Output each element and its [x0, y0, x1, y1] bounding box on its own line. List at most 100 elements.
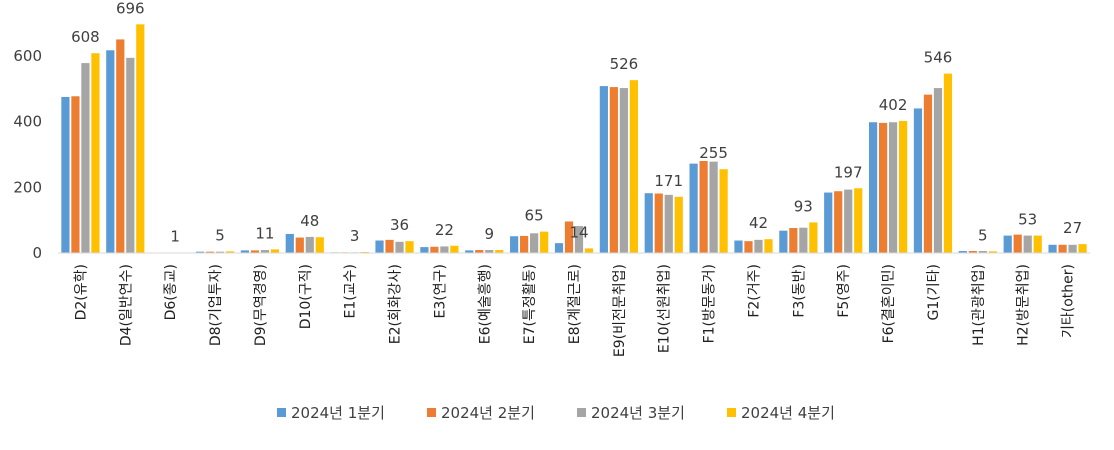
bar-series3-cat13 [619, 88, 628, 253]
legend-label: 2024년 4분기 [741, 404, 835, 422]
bar-series2-cat23 [1058, 244, 1067, 253]
bar-series4-cat14 [674, 196, 683, 253]
data-label: 9 [485, 225, 495, 243]
bar-series4-cat12 [584, 248, 594, 253]
category-label: D6(종교) [163, 264, 179, 320]
category-label: H2(방문취업) [1016, 264, 1032, 346]
data-label: 1 [170, 228, 180, 246]
data-label: 171 [654, 172, 683, 190]
bar-series2-cat13 [609, 87, 618, 253]
bar-series1-cat9 [420, 247, 429, 253]
bar-series2-cat12 [564, 221, 574, 253]
bar-series3-cat1 [81, 63, 90, 254]
bar-series4-cat19 [898, 120, 908, 253]
data-label: 197 [834, 163, 863, 181]
bar-series3-cat23 [1068, 244, 1077, 253]
bar-series4-cat1 [91, 53, 100, 254]
legend-label: 2024년 3분기 [591, 404, 685, 422]
bar-series2-cat4 [205, 251, 215, 253]
bar-series2-cat21 [968, 251, 977, 253]
bar-series3-cat18 [844, 189, 853, 253]
bar-series4-cat17 [809, 222, 818, 253]
bar-series2-cat8 [385, 239, 394, 253]
bar-series2-cat18 [834, 191, 843, 253]
bar-series2-cat15 [699, 161, 708, 253]
data-label: 22 [435, 221, 454, 239]
bar-series3-cat19 [888, 122, 898, 253]
data-labels: 608 696 1 5 11 48 3 36 22 9 65 14 526 171 255 42 93 197 40… [71, 0, 1082, 246]
bar-series2-cat11 [520, 235, 529, 253]
bar-series3-cat22 [1023, 235, 1032, 253]
bar-series1-cat12 [554, 243, 564, 253]
bar-series2-cat19 [878, 122, 888, 253]
category-label: E9(비전문취업) [612, 264, 628, 357]
bar-series4-cat9 [450, 245, 459, 253]
category-label: 기타(other) [1061, 264, 1077, 338]
category-label: F2(거주) [747, 264, 763, 318]
bar-series4-cat6 [315, 237, 324, 253]
bar-series4-cat16 [764, 239, 773, 253]
bar-series3-cat6 [305, 236, 314, 253]
data-label: 48 [300, 212, 319, 230]
data-label: 526 [610, 55, 639, 73]
bar-series4-cat2 [136, 24, 145, 254]
bar-series1-cat23 [1048, 244, 1057, 253]
y-axis-ticks: 0 200 400 600 [13, 47, 42, 262]
bar-series4-cat4 [225, 251, 235, 253]
legend-label: 2024년 2분기 [441, 404, 535, 422]
bar-series1-cat2 [106, 50, 115, 253]
bar-series3-cat11 [530, 233, 539, 253]
bar-series3-cat17 [799, 227, 808, 253]
bar-series2-cat10 [475, 250, 484, 253]
bar-series1-cat21 [958, 251, 967, 253]
bar-series4-cat11 [540, 231, 549, 253]
bar-series4-cat13 [629, 80, 638, 253]
category-label: H1(관광취업) [971, 264, 987, 346]
bar-series1-cat17 [779, 230, 788, 253]
y-tick-label: 200 [13, 178, 42, 196]
y-tick-label: 0 [32, 244, 42, 262]
bar-series2-cat9 [430, 246, 439, 253]
bar-series3-cat16 [754, 239, 763, 253]
data-label: 53 [1018, 211, 1037, 229]
bars-layer [61, 24, 1087, 254]
bar-series3-cat10 [485, 250, 494, 253]
data-label: 546 [924, 49, 953, 67]
bar-series2-cat14 [654, 193, 663, 253]
category-label: F1(방문동거) [702, 264, 718, 343]
bar-series2-cat1 [71, 96, 80, 254]
category-label: E10(선원취업) [657, 264, 673, 353]
bar-series4-cat20 [943, 73, 953, 253]
data-label: 36 [390, 216, 409, 234]
category-label: E7(특정활동) [522, 264, 538, 344]
bar-series3-cat20 [933, 88, 943, 253]
category-label: F6(결혼이민) [881, 264, 897, 343]
legend-swatch [277, 408, 286, 417]
category-label: E1(교수) [343, 264, 359, 318]
legend-label: 2024년 1분기 [291, 404, 385, 422]
bar-series4-cat10 [495, 250, 504, 253]
legend-swatch [427, 408, 436, 417]
data-label: 93 [794, 197, 813, 215]
category-label: G1(기타) [926, 264, 942, 320]
bar-series1-cat14 [644, 193, 653, 253]
category-label: F5(영주) [836, 264, 852, 318]
bar-series2-cat17 [789, 228, 798, 253]
bar-series1-cat4 [195, 251, 205, 253]
bar-series1-cat13 [599, 86, 608, 253]
category-label: D4(일반연수) [118, 264, 134, 346]
y-tick-label: 400 [13, 113, 42, 131]
bar-series2-cat2 [116, 39, 125, 254]
data-label: 3 [350, 227, 360, 245]
bar-series1-cat18 [824, 192, 833, 253]
bar-series4-cat15 [719, 169, 728, 253]
bar-series1-cat1 [61, 96, 70, 254]
category-label: D2(유학) [73, 264, 89, 320]
category-labels: D2(유학) D4(일반연수) D6(종교) D8(기업투자) D9(무역경영) D10(… [73, 264, 1076, 357]
bar-series2-cat6 [295, 237, 304, 253]
bar-series4-cat8 [405, 241, 414, 253]
bar-series2-cat22 [1013, 234, 1022, 253]
bar-series3-cat15 [709, 161, 718, 253]
bar-series1-cat15 [689, 163, 698, 253]
